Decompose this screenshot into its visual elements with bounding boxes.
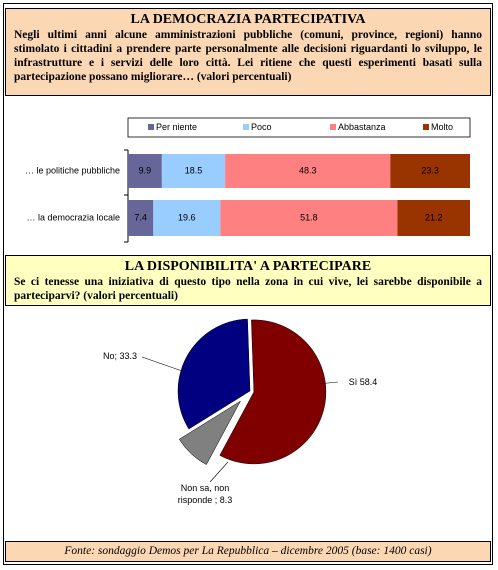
bar-segment — [225, 154, 391, 188]
category-label: … le politiche pubbliche — [25, 165, 120, 175]
question: Se ci tenesse una iniziativa di questo t… — [14, 276, 482, 302]
question: Negli ultimi anni alcune amministrazioni… — [14, 29, 482, 83]
value-label: 23.3 — [421, 165, 439, 175]
value-label: 9.9 — [139, 165, 152, 175]
value-label: 7.4 — [134, 212, 147, 222]
legend-swatch — [148, 124, 154, 130]
legend-swatch — [243, 124, 249, 130]
bar-segment — [220, 200, 398, 236]
title: LA DEMOCRAZIA PARTECIPATIVA — [130, 12, 366, 27]
leader-line — [317, 381, 339, 385]
legend-label: Molto — [431, 122, 453, 132]
bar-segment — [128, 200, 154, 236]
category-label: … la democrazia locale — [26, 212, 120, 222]
pie-slice — [219, 319, 327, 465]
leader-line — [209, 461, 229, 483]
legend-swatch — [423, 124, 429, 130]
data-label: Sì 58.4 — [348, 377, 378, 387]
bar-segment — [390, 154, 470, 188]
legend-label: Per niente — [156, 122, 197, 132]
value-label: 19.6 — [178, 212, 196, 222]
value-label: 21.2 — [425, 212, 443, 222]
leader-line — [141, 356, 186, 373]
legend-swatch — [330, 124, 336, 130]
bar-segment — [128, 154, 162, 188]
value-label: 51.8 — [300, 212, 318, 222]
value-label: 48.3 — [299, 165, 317, 175]
bar-segment — [397, 200, 470, 236]
value-label: 18.5 — [185, 165, 203, 175]
legend-box — [127, 117, 471, 138]
header: LA DEMOCRAZIA PARTECIPATIVA Negli ultimi… — [5, 8, 491, 96]
legend-label: Abbastanza — [338, 122, 386, 132]
pie-slice — [178, 400, 242, 465]
legend-label: Poco — [251, 122, 272, 132]
frame — [3, 3, 493, 565]
data-label: No; 33.3 — [102, 351, 138, 361]
pie-slice — [177, 318, 251, 430]
footer: Fonte: sondaggio Demos per La Repubblica… — [5, 541, 491, 562]
header: LA DISPONIBILITA' A PARTECIPARE Se ci te… — [5, 255, 491, 306]
title: LA DISPONIBILITA' A PARTECIPARE — [124, 259, 372, 274]
bar-segment — [161, 154, 226, 188]
data-label: Non sa, non risponde ; 8.3 — [177, 483, 233, 505]
bar-segment — [153, 200, 221, 236]
